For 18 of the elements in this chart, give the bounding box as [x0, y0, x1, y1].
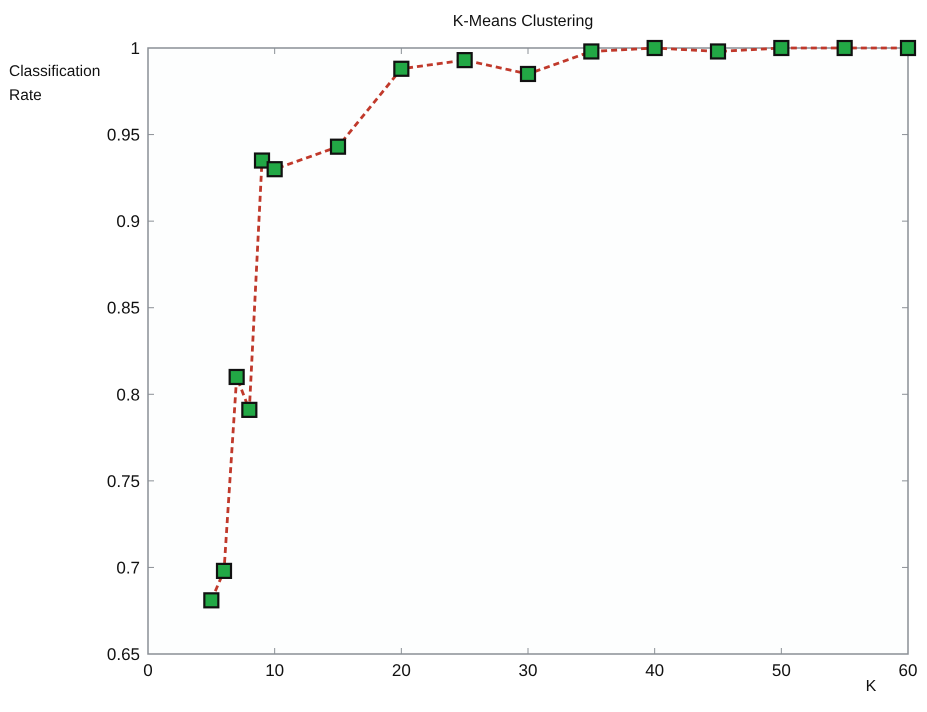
x-tick-label: 30: [518, 661, 538, 680]
x-axis-title: K: [866, 678, 877, 695]
y-axis-title: Classification Rate: [9, 63, 100, 104]
x-tick-label: 0: [143, 661, 153, 680]
x-tick-label: 50: [772, 661, 791, 680]
y-tick-label: 0.8: [116, 385, 140, 404]
y-tick-label: 0.7: [116, 558, 140, 578]
y-tick-label: 0.9: [116, 212, 140, 232]
x-tick-label: 40: [645, 661, 664, 680]
x-tick-label: 10: [265, 661, 284, 680]
y-tick-label: 0.95: [106, 126, 140, 145]
chart-title: K-Means Clustering: [452, 13, 594, 30]
y-tick-label: 1: [130, 39, 140, 58]
x-tick-label: 20: [392, 661, 411, 680]
y-tick-label: 0.65: [106, 645, 140, 664]
x-tick-label: 60: [898, 661, 918, 680]
y-tick-label: 0.75: [106, 472, 140, 491]
y-tick-label: 0.85: [106, 298, 140, 318]
